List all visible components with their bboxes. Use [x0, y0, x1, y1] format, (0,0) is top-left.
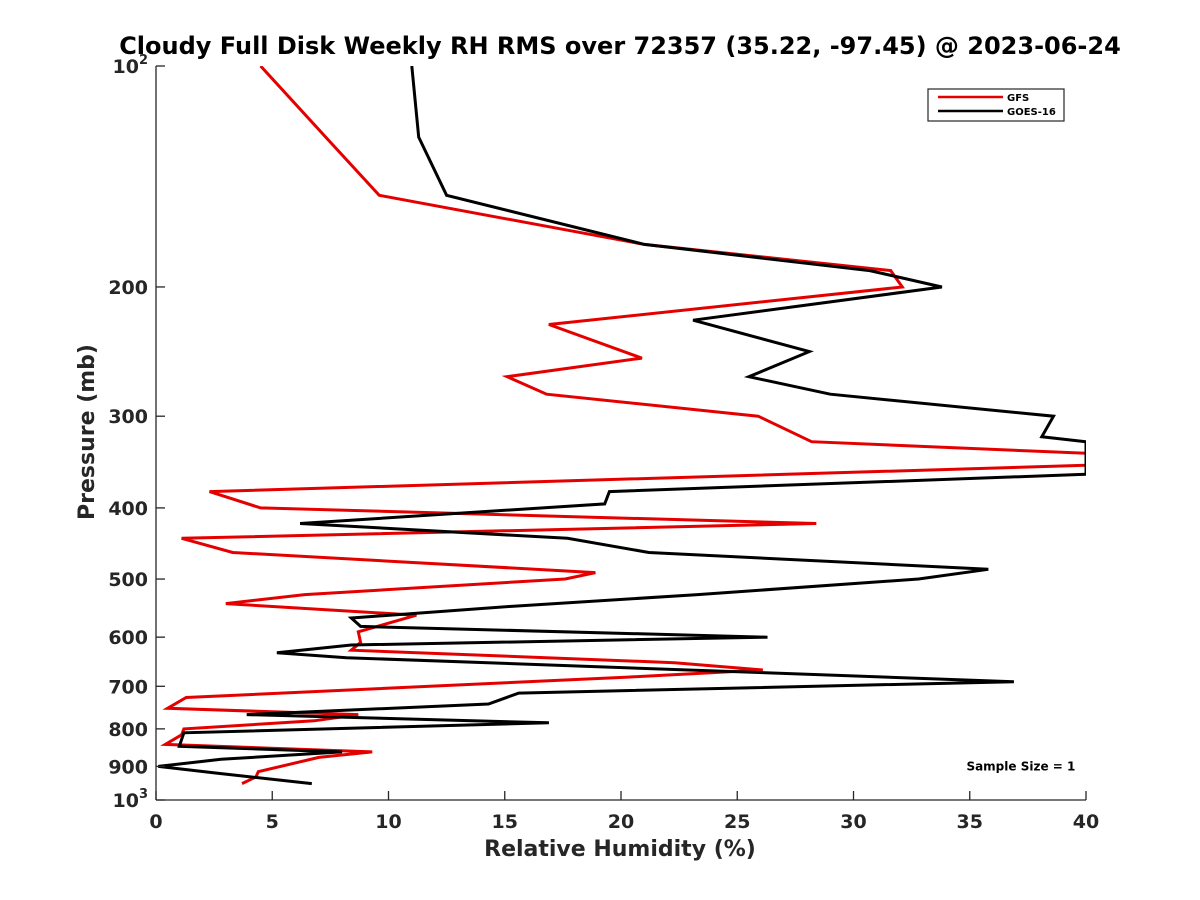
y-tick-label: 103 — [113, 787, 149, 812]
x-tick-label: 10 — [375, 811, 401, 833]
series-layer — [158, 66, 1086, 786]
legend-label-goes16: GOES-16 — [1007, 107, 1056, 118]
y-tick-label: 500 — [108, 569, 148, 591]
y-tick-label: 600 — [108, 627, 148, 649]
y-axis-label: Pressure (mb) — [75, 344, 100, 520]
x-tick-label: 35 — [957, 811, 983, 833]
legend-box — [927, 88, 1065, 122]
x-tick-label: 5 — [266, 811, 279, 833]
x-tick-label: 30 — [840, 811, 866, 833]
ticks-layer: 0 5 10 15 20 25 30 35 40 102 200 300 400 500 600 700 800… — [108, 53, 1099, 833]
chart-title: Cloudy Full Disk Weekly RH RMS over 7235… — [119, 32, 1121, 60]
y-tick-label: 800 — [108, 719, 148, 741]
y-tick-label: 700 — [108, 676, 148, 698]
sample-size-annotation: Sample Size = 1 — [966, 759, 1075, 773]
plot-area: 0 5 10 15 20 25 30 35 40 102 200 300 400 500 600 700 800… — [108, 53, 1099, 833]
y-tick-label: 102 — [113, 53, 149, 78]
x-tick-label: 25 — [724, 811, 750, 833]
legend-label-gfs: GFS — [1007, 93, 1029, 104]
legend: GFS GOES-16 — [927, 88, 1065, 122]
x-axis-label: Relative Humidity (%) — [484, 837, 756, 862]
series-line-gfs — [160, 66, 1086, 785]
series-line-goes16 — [158, 66, 1086, 786]
x-tick-label: 40 — [1073, 811, 1099, 833]
y-tick-label: 400 — [108, 498, 148, 520]
x-tick-label: 0 — [149, 811, 162, 833]
y-tick-label: 900 — [108, 756, 148, 778]
y-tick-label: 300 — [108, 406, 148, 428]
x-tick-label: 15 — [492, 811, 518, 833]
x-tick-label: 20 — [608, 811, 634, 833]
y-tick-label: 200 — [108, 277, 148, 299]
